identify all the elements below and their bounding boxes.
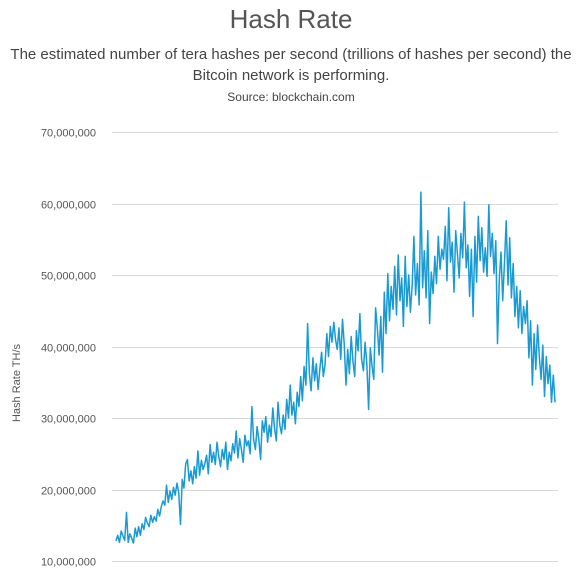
y-tick-label: 70,000,000 bbox=[41, 128, 96, 140]
y-tick-label: 50,000,000 bbox=[41, 271, 96, 283]
series-line-hash-rate bbox=[115, 191, 556, 544]
y-tick-label: 30,000,000 bbox=[41, 414, 96, 426]
chart-source: Source: blockchain.com bbox=[227, 90, 355, 104]
chart-subtitle: The estimated number of tera hashes per … bbox=[10, 46, 572, 84]
y-axis-ticks: 10,000,000 20,000,000 30,000,000 40,000,000… bbox=[41, 128, 96, 569]
gridlines bbox=[112, 132, 558, 562]
y-axis-title: Hash Rate TH/s bbox=[11, 343, 23, 422]
y-tick-label: 10,000,000 bbox=[41, 557, 96, 569]
y-tick-label: 20,000,000 bbox=[41, 486, 96, 498]
y-tick-label: 40,000,000 bbox=[41, 343, 96, 355]
y-tick-label: 60,000,000 bbox=[41, 200, 96, 212]
chart-title: Hash Rate bbox=[229, 4, 353, 34]
